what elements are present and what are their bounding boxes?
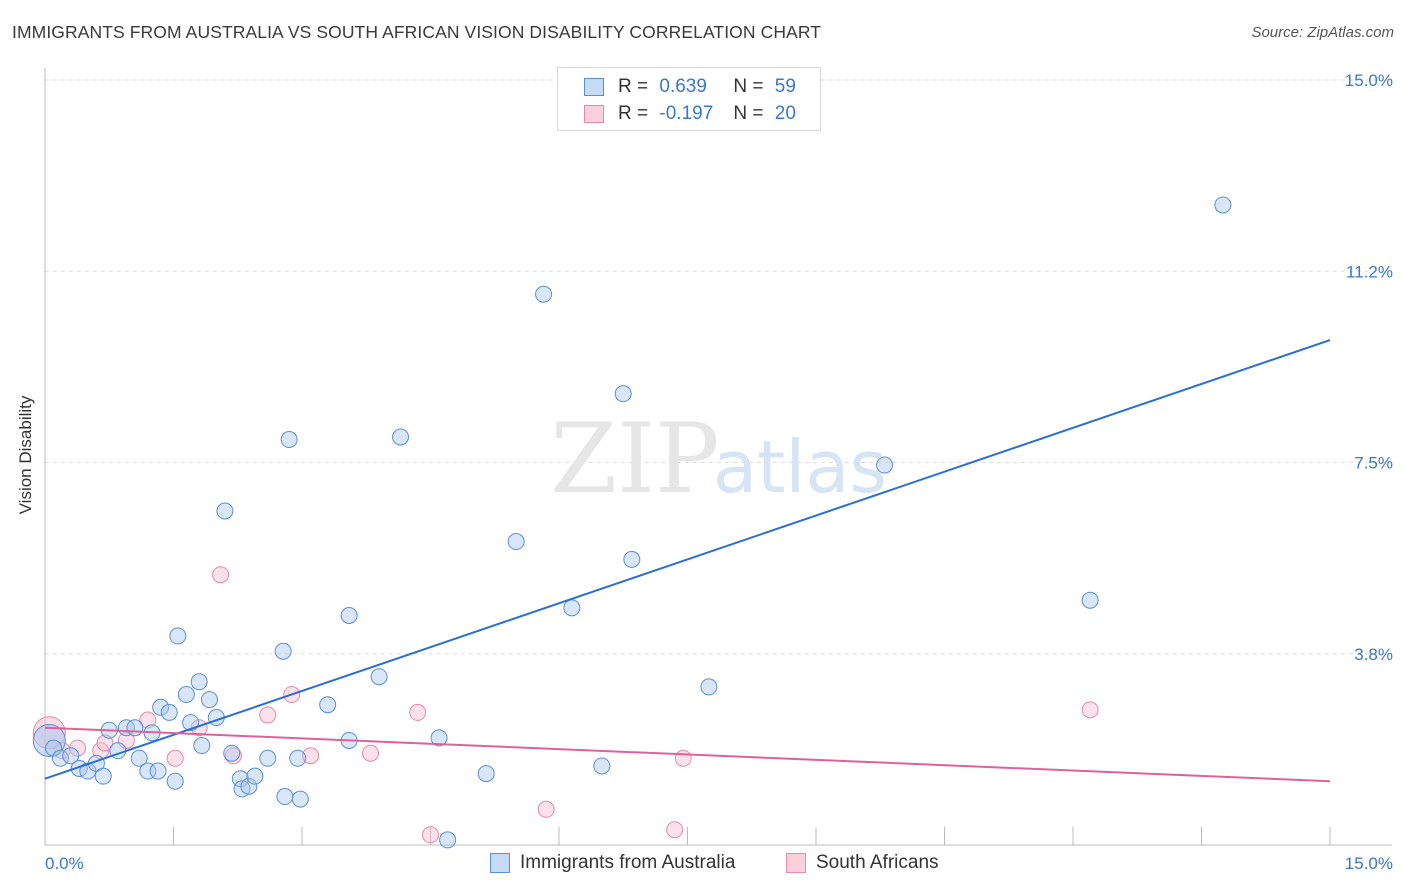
bottom-legend-label: Immigrants from Australia bbox=[520, 852, 736, 873]
source-label: Source: ZipAtlas.com bbox=[1251, 24, 1394, 41]
australia-point-13 bbox=[139, 762, 157, 780]
australia-point-30 bbox=[240, 777, 258, 795]
australia-point-34 bbox=[276, 788, 294, 806]
south-africans-point-9 bbox=[212, 566, 230, 584]
south-africans-point-10 bbox=[224, 747, 242, 765]
trendlines bbox=[44, 339, 1331, 783]
australia-point-49 bbox=[593, 757, 611, 775]
australia-point-37 bbox=[291, 790, 309, 808]
south-africans-point-20 bbox=[1081, 701, 1099, 719]
stats-legend: R = 0.639 N = 59 R = -0.197 N = 20 bbox=[557, 67, 821, 131]
legend-r-label: R = bbox=[618, 103, 649, 124]
bottom-legend-label: South Africans bbox=[816, 852, 939, 873]
bottom-legend-australia[interactable]: Immigrants from Australia bbox=[490, 852, 735, 874]
australia-point-38 bbox=[319, 696, 337, 714]
south-africans-point-7 bbox=[166, 749, 184, 767]
legend-n-value: 59 bbox=[774, 76, 796, 97]
australia-point-41 bbox=[370, 668, 388, 686]
south-africans-point-11 bbox=[259, 706, 277, 724]
australia-trendline bbox=[44, 339, 1331, 780]
south-africans-point-6 bbox=[139, 711, 157, 729]
south-africans-point-16 bbox=[422, 826, 439, 844]
australia-point-44 bbox=[439, 831, 457, 849]
australia-point-17 bbox=[160, 703, 178, 721]
australia-point-42 bbox=[392, 428, 410, 446]
south-africans-point-13 bbox=[302, 747, 320, 765]
australia-point-47 bbox=[535, 285, 553, 303]
y-axis-label: Vision Disability bbox=[16, 395, 35, 515]
south-africans-point-19 bbox=[674, 749, 692, 767]
legend-swatch-blue bbox=[584, 78, 604, 96]
australia-point-7 bbox=[94, 767, 112, 785]
australia-point-0 bbox=[32, 723, 66, 757]
south-africans-point-18 bbox=[666, 821, 684, 839]
australia-point-20 bbox=[177, 686, 195, 704]
australia-point-3 bbox=[62, 747, 80, 765]
legend-row-south-africans: R = -0.197 N = 20 bbox=[584, 102, 796, 126]
y-tick-label-1: 7.5% bbox=[1354, 454, 1393, 473]
south-africans-point-14 bbox=[362, 744, 380, 762]
y-tick-label-2: 11.2% bbox=[1346, 262, 1393, 281]
australia-point-32 bbox=[259, 749, 277, 767]
australia-point-22 bbox=[190, 673, 208, 691]
australia-point-46 bbox=[507, 533, 525, 551]
bottom-legend-swatch-pink bbox=[786, 853, 806, 873]
australia-point-33 bbox=[274, 642, 292, 660]
australia-point-55 bbox=[1214, 196, 1232, 214]
australia-point-45 bbox=[477, 765, 495, 783]
australia-point-50 bbox=[614, 385, 632, 403]
australia-point-24 bbox=[200, 691, 218, 709]
australia-point-43 bbox=[430, 729, 448, 747]
legend-n-label: N = bbox=[733, 103, 764, 124]
australia-point-23 bbox=[193, 737, 211, 755]
watermark: ZIP atlas bbox=[550, 403, 887, 515]
australia-point-11 bbox=[126, 719, 144, 737]
australia-point-12 bbox=[130, 749, 148, 767]
watermark-atlas: atlas bbox=[713, 425, 887, 509]
south-africans-point-4 bbox=[96, 734, 114, 752]
australia-point-35 bbox=[280, 431, 298, 449]
australia-point-29 bbox=[233, 780, 251, 798]
y-tick-label-3: 15.0% bbox=[1345, 71, 1393, 90]
x-tick-label-0: 0.0% bbox=[45, 854, 84, 873]
australia-point-2 bbox=[51, 749, 69, 767]
australia-point-48 bbox=[563, 599, 581, 617]
legend-r-label: R = bbox=[618, 76, 649, 97]
australia-point-1 bbox=[45, 739, 63, 757]
bottom-legend-swatch-blue bbox=[490, 853, 510, 873]
south-africans-point-15 bbox=[409, 703, 427, 721]
grid-lines bbox=[45, 79, 1392, 655]
australia-point-40 bbox=[340, 607, 358, 624]
legend-n-value: 20 bbox=[774, 103, 796, 124]
tick-labels: 3.8% 7.5% 11.2% 15.0% 0.0% 15.0% bbox=[45, 71, 1393, 873]
watermark-zip: ZIP bbox=[550, 403, 719, 515]
y-tick-label-0: 3.8% bbox=[1354, 645, 1393, 664]
australia-points bbox=[32, 196, 1232, 849]
south-africans-trendline bbox=[44, 726, 1331, 783]
legend-r-value: 0.639 bbox=[659, 76, 707, 97]
legend-row-australia: R = 0.639 N = 59 bbox=[584, 75, 796, 99]
australia-point-54 bbox=[1081, 591, 1099, 609]
legend-swatch-pink bbox=[584, 105, 604, 123]
australia-point-16 bbox=[152, 698, 170, 716]
australia-point-19 bbox=[169, 627, 187, 645]
chart-title: IMMIGRANTS FROM AUSTRALIA VS SOUTH AFRIC… bbox=[12, 22, 822, 42]
bottom-legend-south-africans[interactable]: South Africans bbox=[786, 852, 939, 874]
legend-n-label: N = bbox=[733, 76, 764, 97]
australia-point-36 bbox=[289, 749, 307, 767]
australia-point-53 bbox=[876, 456, 894, 474]
axes bbox=[44, 68, 1392, 846]
australia-point-18 bbox=[166, 772, 184, 790]
legend-r-value: -0.197 bbox=[659, 103, 714, 124]
australia-point-52 bbox=[700, 678, 718, 696]
south-africans-point-17 bbox=[537, 800, 555, 818]
bottom-legend: Immigrants from Australia South Africans bbox=[0, 852, 1406, 878]
australia-point-15 bbox=[149, 762, 167, 780]
australia-point-26 bbox=[216, 502, 234, 520]
australia-point-31 bbox=[246, 767, 264, 785]
australia-point-51 bbox=[623, 550, 641, 568]
australia-point-27 bbox=[223, 744, 241, 762]
x-tick-label-1: 15.0% bbox=[1345, 854, 1393, 873]
